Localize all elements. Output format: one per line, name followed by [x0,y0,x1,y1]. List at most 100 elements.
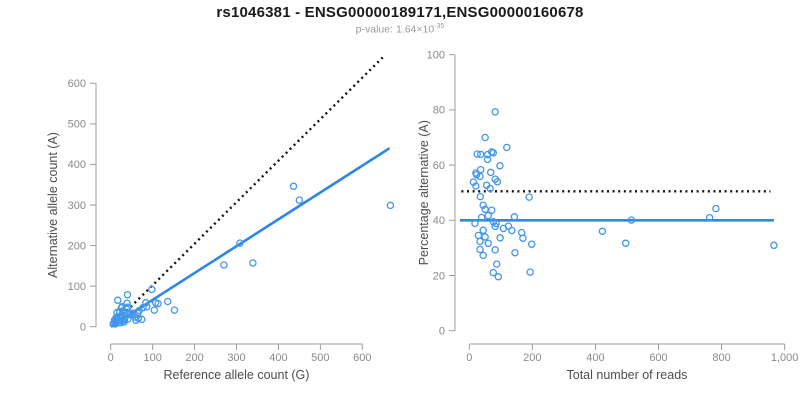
data-point [510,213,519,221]
data-point [170,306,179,314]
data-point [494,272,503,281]
y-tick-label: 100 [427,50,445,62]
data-point [132,316,140,324]
x-tick-label: 0 [466,352,472,364]
data-point [476,245,484,254]
data-point [114,296,122,305]
data-point [295,196,304,204]
identity-line [109,56,385,328]
data-point [472,169,480,177]
figure-subtitle: p-value: 1.64×10-35 [0,23,800,36]
data-point [220,261,228,269]
regression-line [109,147,391,328]
x-tick-label: 600 [649,352,667,364]
y-tick-label: 500 [68,119,86,131]
right-panel-percentage: 0 20 40 60 80 100 0 200 400 600 800 1,000 Percentage… [417,50,798,383]
data-point [483,155,492,164]
x-tick-label: 500 [311,352,329,364]
x-tick-label: 400 [269,352,287,364]
data-point [491,108,499,116]
data-point [519,234,527,242]
data-point [154,299,162,308]
data-point [483,150,492,159]
data-point [525,193,533,201]
data-point [109,320,117,328]
data-point [150,306,159,314]
data-point [712,204,720,213]
data-point [476,192,485,201]
data-point [123,299,131,307]
x-tick-label: 400 [586,352,604,364]
data-point [148,285,156,294]
data-point [477,213,486,222]
y-tick-label: 40 [433,215,445,227]
data-point [481,205,489,214]
y-axis-title: Alternative allele count (A) [46,132,60,278]
data-point [143,303,151,311]
x-axis-title: Reference allele count (G) [164,368,310,382]
data-point [627,216,636,224]
data-point [481,233,489,241]
y-tick-label: 0 [80,322,86,334]
data-point [486,168,495,177]
data-point [598,227,607,236]
x-tick-label: 600 [353,352,371,364]
data-point [474,231,483,240]
figure-title: rs1046381 - ENSG00000189171,ENSG00000160… [216,4,584,21]
data-point [705,213,714,222]
data-point [479,201,487,209]
data-point [479,226,487,235]
y-tick-label: 600 [68,78,86,90]
data-point [163,297,172,306]
x-tick-label: 200 [523,352,541,364]
data-point [481,133,489,142]
x-tick-label: 1,000 [771,352,799,364]
data-point [526,268,534,276]
y-tick-label: 80 [433,105,445,117]
data-point [489,218,498,226]
pvalue-text: p-value: 1.64×10 [355,23,435,36]
data-point [496,161,504,170]
data-point [236,239,244,247]
data-point [484,211,492,220]
data-point [476,237,484,246]
left-panel-allele-counts: 0 100 200 300 400 500 600 0 100 200 300 400 500 600 Al… [46,56,395,382]
y-axis-title: Percentage alternative (A) [417,120,431,265]
data-point [511,248,519,257]
y-tick-label: 300 [68,200,86,212]
data-point [289,182,298,191]
data-point [491,246,499,254]
x-tick-label: 200 [185,352,203,364]
x-tick-label: 100 [143,352,161,364]
data-point [621,239,630,248]
data-point [503,143,511,152]
data-point [386,201,395,210]
data-point [479,251,487,260]
data-point [117,304,125,312]
x-tick-label: 0 [108,352,114,364]
data-point [249,259,257,267]
data-point [499,224,508,233]
data-point [527,240,536,249]
y-tick-label: 0 [439,326,445,338]
y-tick-label: 400 [68,159,86,171]
data-point [484,239,492,248]
data-point [482,181,491,189]
x-axis-title: Total number of reads [567,368,688,382]
data-point [471,219,479,228]
y-tick-label: 100 [68,281,86,293]
pvalue-exponent: -35 [434,23,445,30]
data-point [476,150,485,159]
x-tick-label: 300 [227,352,245,364]
data-point [469,178,478,186]
data-point [770,241,778,250]
y-tick-label: 60 [433,160,445,172]
data-point [473,150,481,158]
data-point [123,290,132,299]
x-tick-label: 800 [712,352,730,364]
data-point [491,175,499,183]
data-point [496,234,504,242]
data-point [489,268,498,277]
